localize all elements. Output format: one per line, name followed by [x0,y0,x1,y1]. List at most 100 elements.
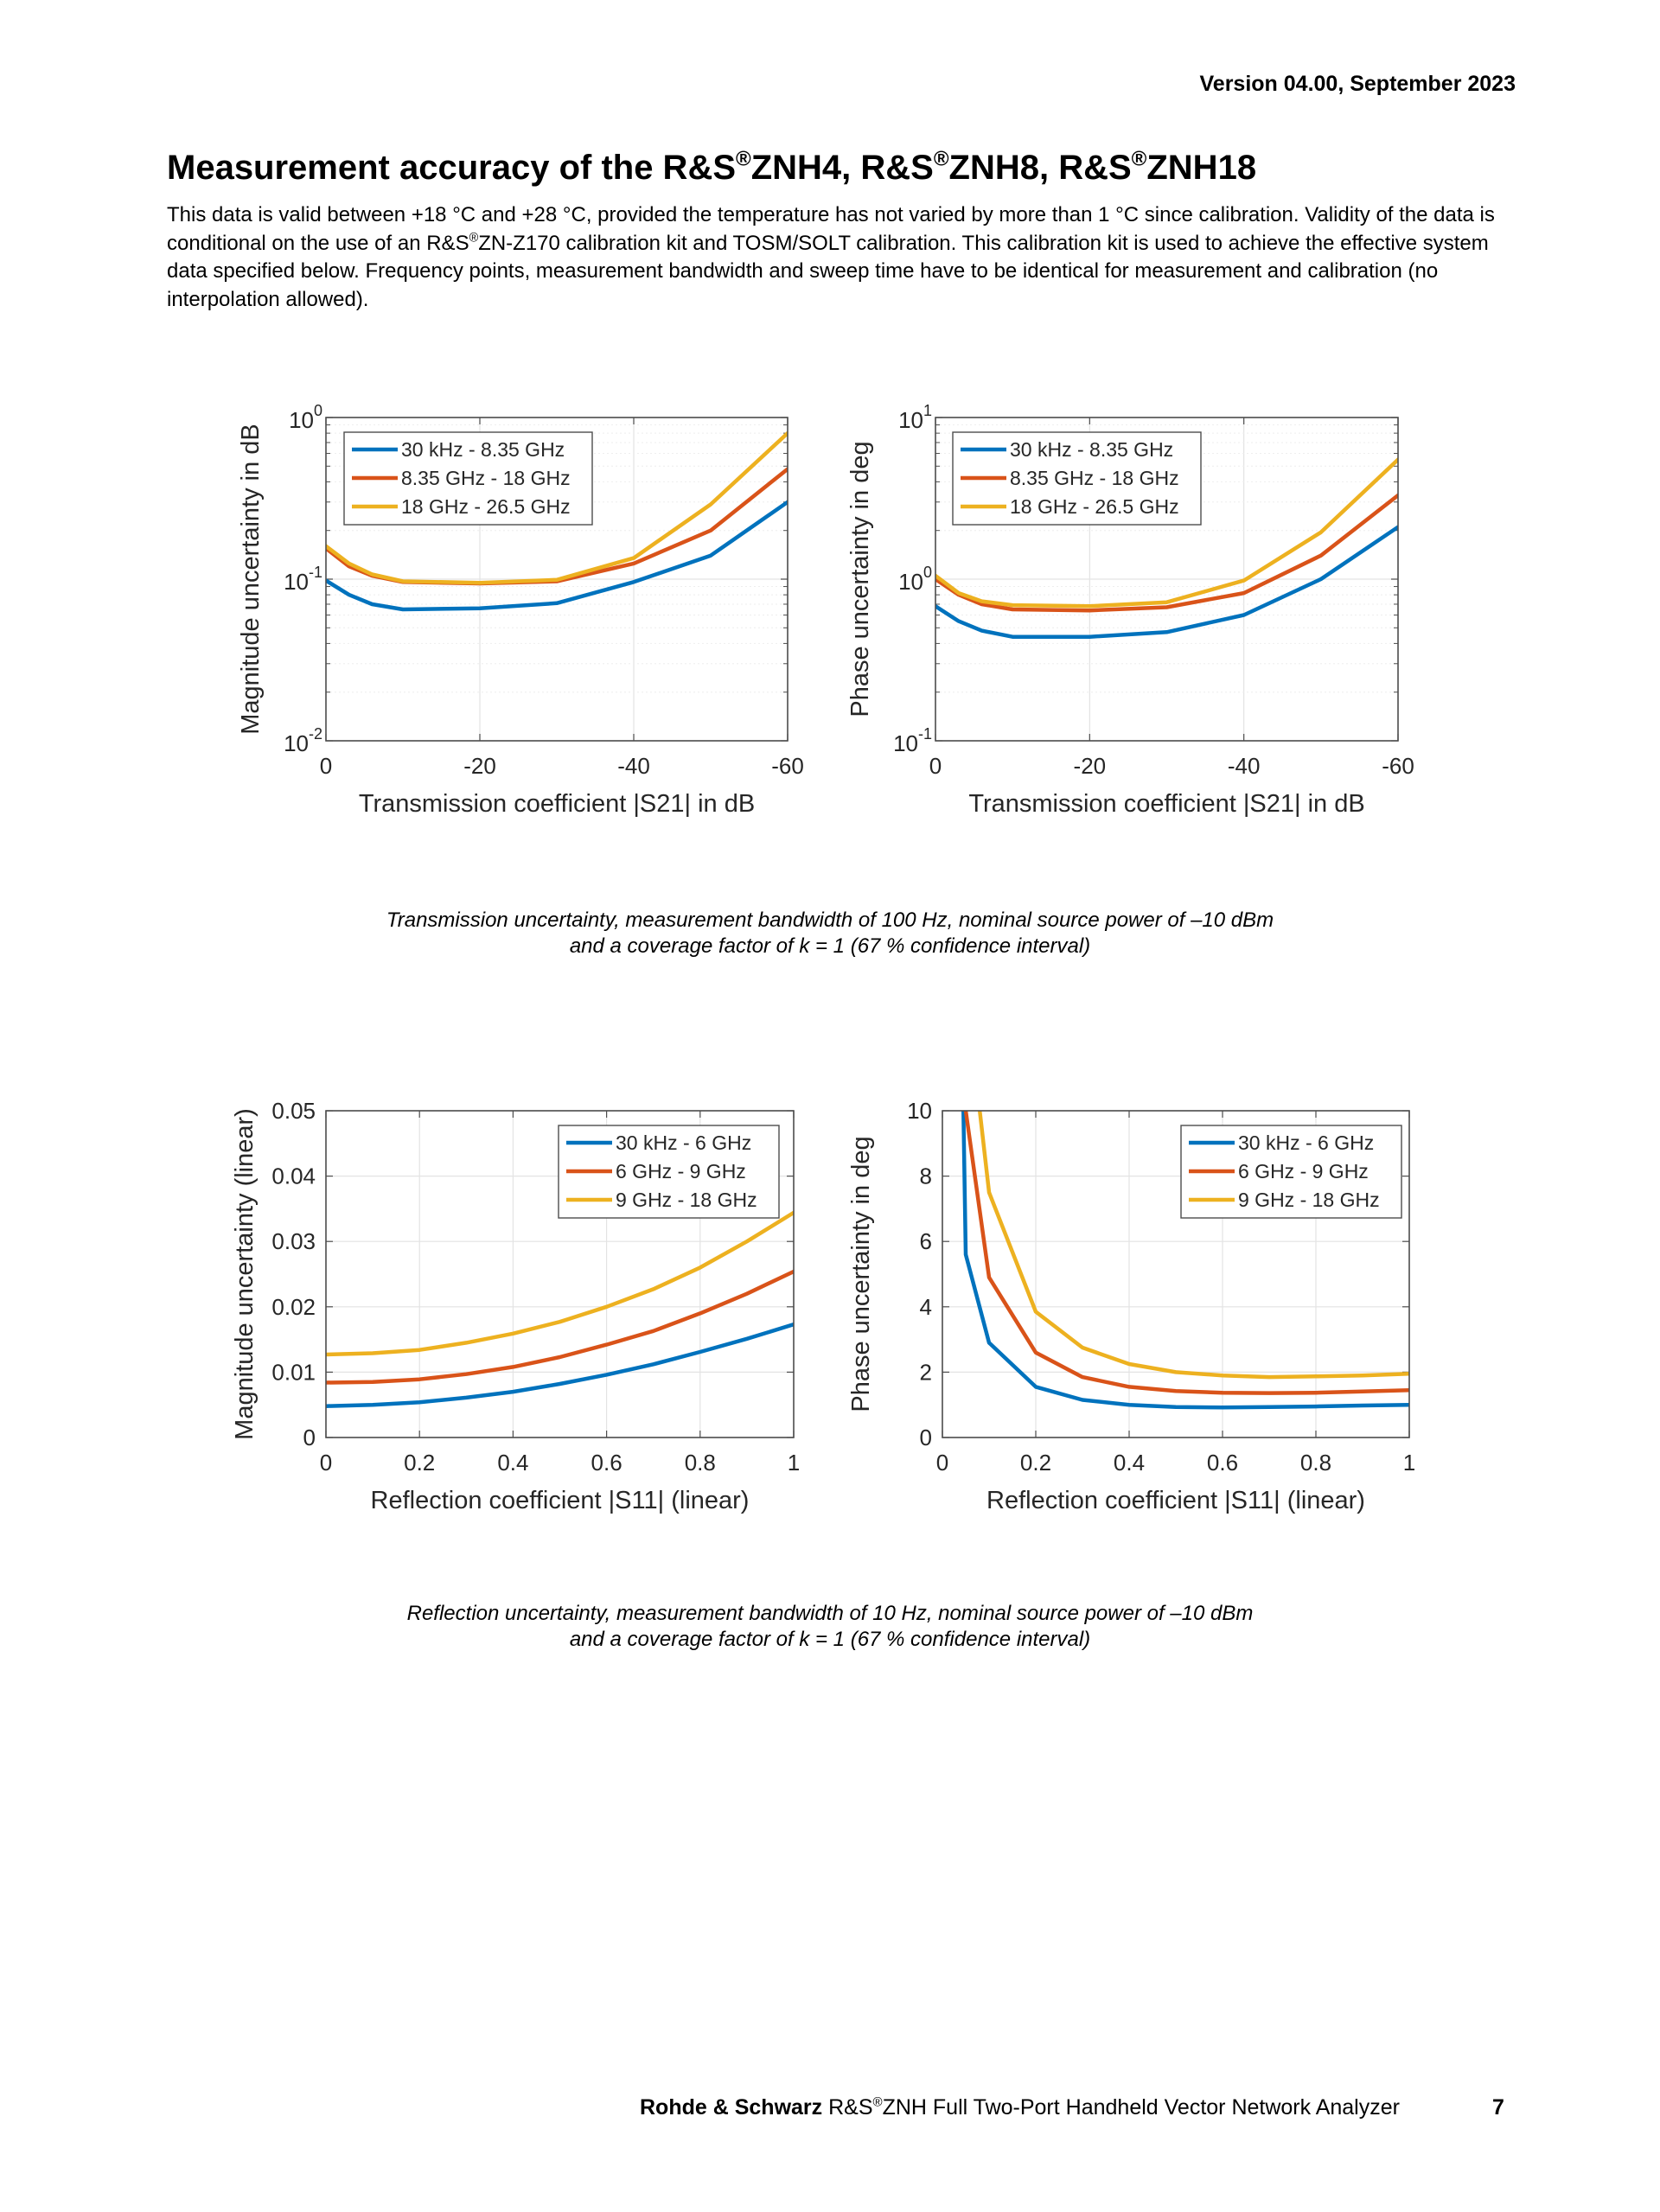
x-tick-label: 0.2 [404,1450,435,1476]
chart-trans-phase: 0 -20 -40 -60 10-1 100 101 Transmission coeffic… [846,402,1414,818]
footer-brand: Rohde & Schwarz [640,2095,823,2120]
series-line-3 [977,1111,1409,1380]
y-tick-label: 8 [920,1163,932,1189]
series-line-2 [963,1111,1409,1395]
x-tick-label: 0.8 [1300,1450,1331,1476]
figure-caption-reflection: Reflection uncertainty, measurement band… [0,1601,1660,1653]
y-tick-label: 0 [920,1425,932,1450]
x-axis-label: Transmission coefficient |S21| in dB [968,790,1364,818]
series-group [961,1111,1409,1410]
caption-line: Reflection uncertainty, measurement band… [406,1602,1254,1625]
y-tick-label: 0.03 [271,1228,316,1254]
legend-label: 30 kHz - 8.35 GHz [401,438,565,461]
caption-line: and a coverage factor of k = 1 (67 % con… [569,934,1091,958]
series-group [326,1210,794,1408]
legend-label: 9 GHz - 18 GHz [1238,1189,1380,1211]
legend: 30 kHz - 6 GHz 6 GHz - 9 GHz 9 GHz - 18 GH… [1180,1125,1402,1219]
intro-text: ZN-Z170 calibration kit and TOSM/SOLT ca… [167,231,1489,311]
x-tick-label: 0 [320,753,332,779]
registered-mark: ® [872,2094,883,2110]
x-tick-label: 0.6 [1207,1450,1238,1476]
y-tick-label: 10-1 [284,564,322,595]
y-tick-label: 10 [907,1098,932,1124]
legend: 30 kHz - 8.35 GHz 8.35 GHz - 18 GHz 18 GHz… [343,431,593,526]
x-tick-label: 1 [1403,1450,1415,1476]
y-tick-label: 2 [920,1359,932,1385]
title-part: ZNH18 [1146,149,1257,187]
title-part: Measurement accuracy of the R&S [167,149,737,187]
legend-label: 18 GHz - 26.5 GHz [1010,495,1179,518]
page-title: Measurement accuracy of the R&S®ZNH4, R&… [167,149,1256,188]
x-tick-label: -60 [771,753,804,779]
y-tick-label: 101 [898,402,932,433]
x-tick-label: -60 [1382,753,1414,779]
axes-frame [325,417,788,742]
legend-label: 18 GHz - 26.5 GHz [401,495,571,518]
y-tick-label: 0 [303,1425,316,1450]
series-line-2 [935,493,1398,613]
x-tick-label: -20 [463,753,496,779]
series-group [326,430,788,612]
x-tick-label: 0.4 [497,1450,528,1476]
y-tick-label: 0.01 [271,1359,316,1385]
y-axis-label: Phase uncertainty in deg [846,441,874,717]
series-group [935,457,1398,639]
legend-label: 30 kHz - 8.35 GHz [1010,438,1173,461]
registered-mark: ® [1131,147,1147,171]
registered-mark: ® [933,147,949,171]
y-tick-label: 0.05 [271,1098,316,1124]
registered-mark: ® [469,231,479,245]
intro-text: This data is valid between +18 °C and +2… [167,203,1495,255]
x-tick-label: 0.2 [1020,1450,1051,1476]
legend-label: 30 kHz - 6 GHz [616,1131,751,1154]
x-axis-label: Reflection coefficient |S11| (linear) [986,1487,1365,1514]
series-line-3 [326,430,788,585]
document-version: Version 04.00, September 2023 [1199,72,1516,96]
x-tick-label: 0 [936,1450,948,1476]
axes-frame [942,1110,1410,1438]
intro-paragraph: This data is valid between +18 °C and +2… [167,201,1516,314]
y-tick-label: 4 [920,1294,932,1320]
series-line-3 [326,1210,794,1357]
series-line-1 [961,1111,1409,1410]
registered-mark: ® [736,147,751,171]
title-part: ZNH4, R&S [750,149,934,187]
legend-label: 9 GHz - 18 GHz [616,1189,757,1211]
y-tick-label: 0.04 [271,1163,316,1189]
x-tick-label: -20 [1074,753,1107,779]
caption-line: Transmission uncertainty, measurement ba… [386,908,1274,932]
x-tick-label: 1 [788,1450,800,1476]
x-tick-label: 0.6 [591,1450,622,1476]
axes-frame [935,417,1399,742]
x-axis-label: Reflection coefficient |S11| (linear) [371,1487,750,1514]
footer-product-prefix: R&S [822,2095,873,2120]
legend-label: 8.35 GHz - 18 GHz [401,467,571,489]
x-tick-label: 0.4 [1114,1450,1145,1476]
series-line-2 [326,1269,794,1385]
y-tick-label: 0.02 [271,1294,316,1320]
caption-line: and a coverage factor of k = 1 (67 % con… [569,1628,1091,1651]
y-tick-label: 6 [920,1228,932,1254]
legend-label: 30 kHz - 6 GHz [1238,1131,1374,1154]
title-part: ZNH8, R&S [948,149,1132,187]
legend: 30 kHz - 8.35 GHz 8.35 GHz - 18 GHz 18 GHz… [952,431,1202,526]
y-tick-label: 10-1 [893,725,932,756]
x-axis-label: Transmission coefficient |S21| in dB [359,790,755,818]
chart-refl-mag: 0 0.2 0.4 0.6 0.8 1 0 0.01 0.02 0.03 0.04 0.05 Refle… [231,1098,800,1514]
y-axis-label: Phase uncertainty in deg [847,1136,875,1412]
series-line-1 [935,525,1398,639]
series-line-3 [935,457,1398,609]
series-line-1 [326,500,788,612]
legend-label: 6 GHz - 9 GHz [616,1160,746,1182]
x-tick-label: -40 [617,753,650,779]
chart-trans-mag: 0 -20 -40 -60 10-2 10-1 100 Transmission coeffi… [237,402,804,818]
y-tick-label: 100 [289,402,322,433]
legend: 30 kHz - 6 GHz 6 GHz - 9 GHz 9 GHz - 18 GH… [558,1125,780,1219]
x-tick-label: 0 [320,1450,332,1476]
y-axis-label: Magnitude uncertainty (linear) [231,1108,259,1440]
figure-caption-transmission: Transmission uncertainty, measurement ba… [0,908,1660,959]
y-tick-label: 10-2 [284,725,322,756]
page-number: 7 [1492,2095,1504,2120]
